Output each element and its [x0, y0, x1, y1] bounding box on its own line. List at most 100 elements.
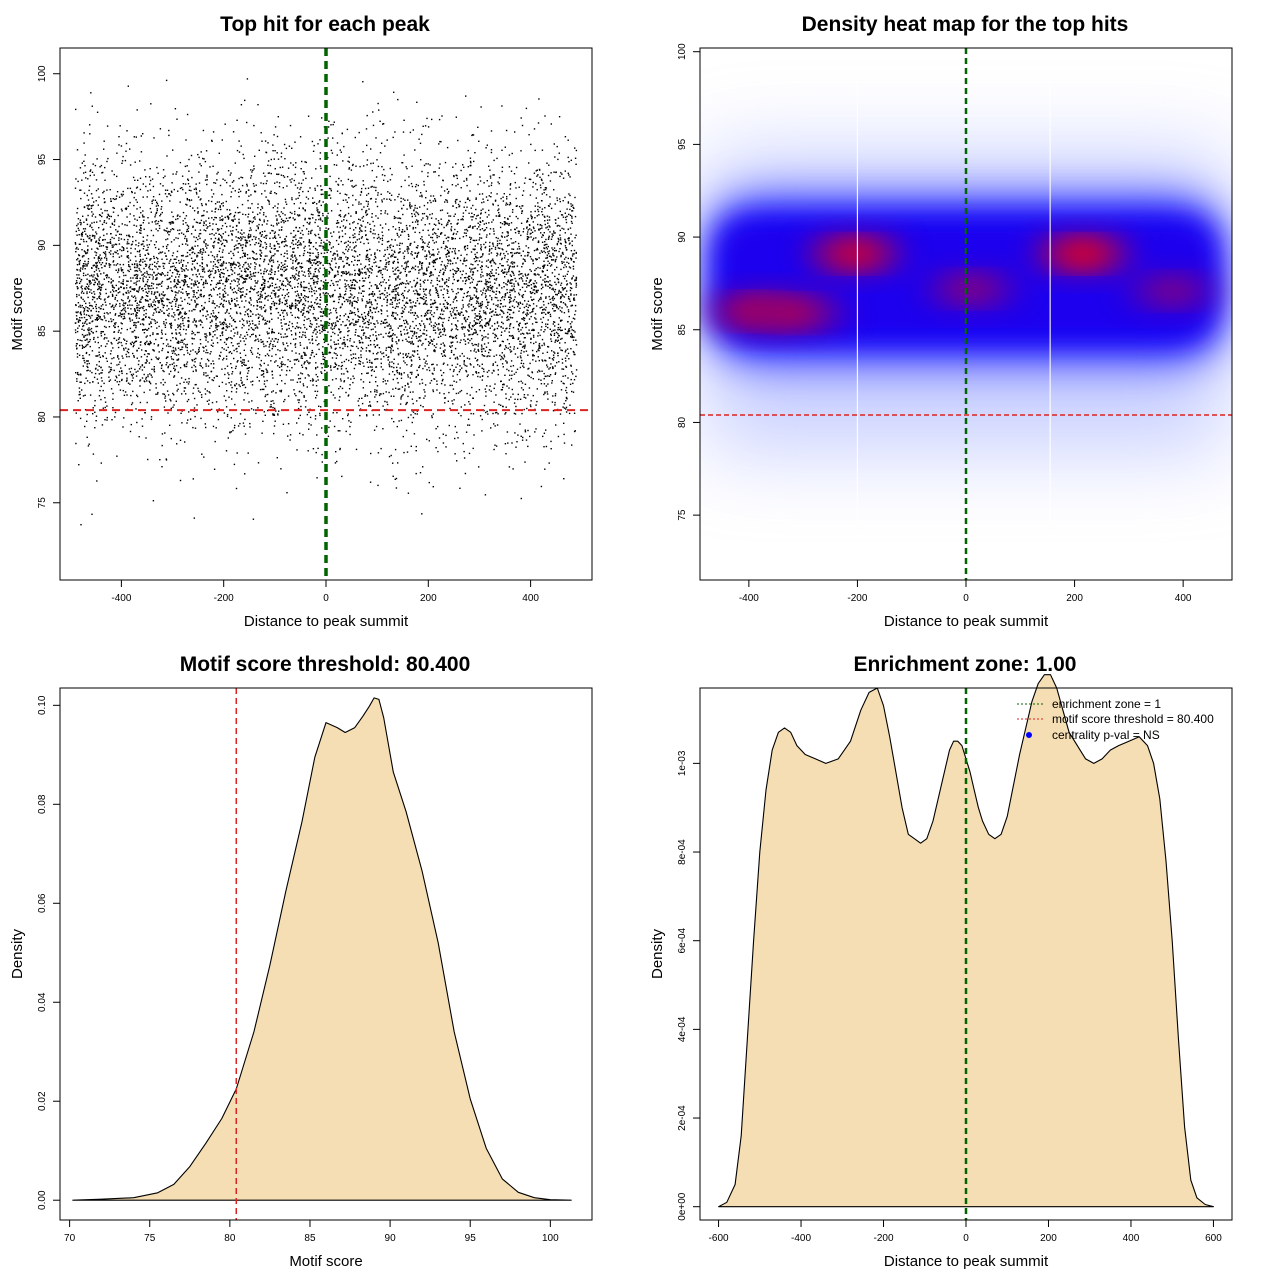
scatter-point — [189, 277, 191, 280]
scatter-point — [100, 331, 102, 333]
scatter-point — [304, 295, 306, 297]
scatter-point — [294, 300, 297, 302]
scatter-point — [417, 374, 419, 376]
scatter-point — [250, 278, 252, 280]
scatter-point — [139, 366, 142, 368]
scatter-point — [485, 336, 487, 338]
scatter-point — [310, 262, 312, 264]
scatter-point — [187, 419, 189, 421]
scatter-point — [307, 198, 310, 200]
scatter-point — [270, 406, 272, 408]
scatter-point — [356, 255, 359, 257]
scatter-point — [572, 317, 575, 319]
scatter-point — [127, 250, 129, 253]
scatter-point — [486, 371, 489, 373]
scatter-point — [260, 339, 262, 341]
scatter-point — [136, 263, 138, 265]
scatter-point — [527, 274, 529, 276]
scatter-point — [210, 251, 212, 253]
scatter-point — [76, 286, 78, 288]
scatter-point — [289, 369, 291, 372]
scatter-point — [276, 278, 279, 280]
scatter-point — [240, 288, 243, 290]
scatter-point — [483, 229, 485, 232]
scatter-point — [362, 81, 364, 83]
scatter-point — [296, 449, 298, 451]
scatter-point — [218, 306, 220, 308]
scatter-point — [479, 325, 481, 327]
scatter-point — [553, 297, 556, 300]
scatter-point — [281, 166, 284, 168]
scatter-point — [552, 234, 554, 236]
scatter-point — [141, 274, 143, 276]
scatter-point — [107, 296, 109, 298]
scatter-point — [391, 337, 394, 340]
scatter-point — [511, 248, 513, 250]
scatter-point — [179, 229, 181, 231]
scatter-point — [312, 279, 315, 281]
scatter-point — [380, 309, 382, 311]
scatter-point — [551, 284, 553, 287]
scatter-point — [285, 260, 287, 262]
scatter-point — [193, 291, 195, 294]
scatter-point — [323, 241, 325, 243]
scatter-point — [249, 310, 252, 312]
scatter-point — [393, 91, 395, 93]
scatter-point — [562, 302, 565, 304]
scatter-point — [135, 326, 137, 329]
scatter-point — [381, 231, 383, 233]
scatter-point — [480, 246, 483, 248]
scatter-point — [352, 194, 354, 197]
scatter-point — [503, 193, 505, 195]
scatter-point — [176, 273, 178, 275]
scatter-point — [475, 257, 477, 259]
scatter-point — [450, 342, 453, 344]
scatter-point — [506, 222, 508, 224]
scatter-point — [225, 343, 227, 345]
scatter-point — [103, 325, 106, 328]
scatter-point — [117, 253, 119, 255]
scatter-point — [529, 404, 532, 406]
scatter-point — [186, 238, 188, 240]
scatter-point — [236, 149, 239, 152]
scatter-point — [170, 326, 172, 328]
scatter-point — [484, 350, 487, 352]
scatter-point — [355, 448, 358, 451]
scatter-point — [353, 250, 356, 252]
scatter-point — [528, 304, 530, 306]
scatter-point — [440, 382, 443, 385]
scatter-point — [231, 373, 233, 375]
scatter-point — [420, 315, 423, 317]
scatter-point — [168, 345, 170, 348]
scatter-point — [89, 225, 91, 228]
scatter-point — [350, 345, 353, 347]
scatter-point — [353, 296, 356, 298]
scatter-point — [133, 329, 136, 332]
scatter-point — [311, 304, 313, 307]
scatter-point — [344, 324, 346, 327]
scatter-point — [111, 357, 113, 360]
scatter-point — [101, 212, 104, 214]
scatter-point — [356, 281, 358, 284]
scatter-point — [156, 274, 158, 276]
scatter-point — [87, 273, 89, 276]
scatter-point — [428, 241, 430, 243]
scatter-point — [459, 288, 462, 290]
scatter-point — [417, 294, 419, 296]
scatter-point — [412, 350, 414, 352]
scatter-point — [328, 241, 330, 243]
scatter-point — [485, 196, 488, 198]
scatter-point — [118, 243, 121, 245]
scatter-point — [188, 199, 191, 202]
scatter-point — [125, 343, 127, 345]
scatter-point — [538, 98, 540, 100]
scatter-point — [548, 205, 550, 207]
scatter-point — [516, 305, 519, 308]
scatter-point — [184, 298, 186, 301]
scatter-point — [162, 265, 165, 267]
scatter-point — [265, 368, 267, 370]
scatter-point — [187, 178, 189, 180]
scatter-point — [242, 422, 245, 424]
scatter-point — [268, 320, 271, 322]
scatter-point — [563, 312, 566, 314]
